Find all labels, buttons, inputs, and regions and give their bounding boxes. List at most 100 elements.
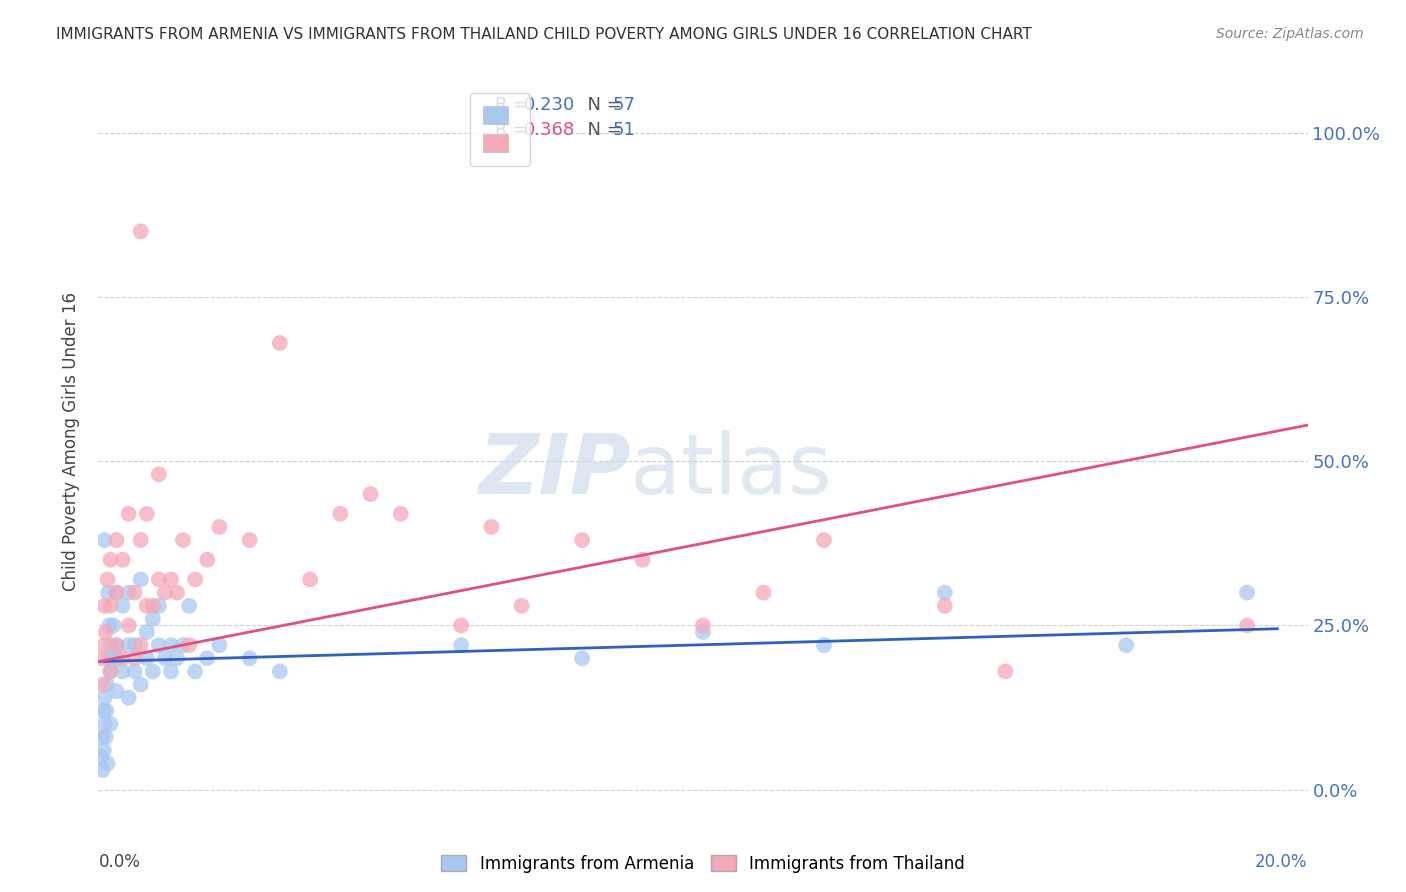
- Point: [93, 533, 115, 547]
- Point: [1236, 618, 1258, 632]
- Point: [813, 533, 835, 547]
- Point: [269, 336, 291, 351]
- Text: N =: N =: [576, 96, 627, 114]
- Point: [135, 599, 157, 613]
- Point: [135, 651, 157, 665]
- Point: [172, 533, 194, 547]
- Point: [631, 553, 654, 567]
- Point: [179, 599, 201, 613]
- Point: [239, 533, 262, 547]
- Point: [1236, 585, 1258, 599]
- Text: atlas: atlas: [630, 430, 832, 511]
- Point: [160, 638, 183, 652]
- Point: [91, 704, 114, 718]
- Point: [934, 599, 956, 613]
- Point: [299, 573, 322, 587]
- Point: [94, 730, 117, 744]
- Point: [93, 599, 115, 613]
- Point: [172, 638, 194, 652]
- Point: [100, 651, 122, 665]
- Text: R =: R =: [495, 96, 534, 114]
- Point: [91, 763, 114, 777]
- Point: [93, 743, 115, 757]
- Point: [389, 507, 412, 521]
- Point: [269, 665, 291, 679]
- Point: [118, 507, 141, 521]
- Point: [934, 585, 956, 599]
- Point: [111, 599, 134, 613]
- Point: [94, 625, 117, 640]
- Text: 0.0%: 0.0%: [98, 854, 141, 871]
- Point: [481, 520, 503, 534]
- Point: [96, 573, 118, 587]
- Point: [100, 638, 122, 652]
- Point: [166, 651, 188, 665]
- Point: [118, 618, 141, 632]
- Point: [142, 665, 165, 679]
- Point: [142, 599, 165, 613]
- Text: 0.368: 0.368: [524, 120, 575, 139]
- Text: Source: ZipAtlas.com: Source: ZipAtlas.com: [1216, 27, 1364, 41]
- Point: [105, 638, 128, 652]
- Point: [129, 573, 152, 587]
- Point: [692, 618, 714, 632]
- Point: [124, 665, 146, 679]
- Point: [105, 533, 128, 547]
- Point: [329, 507, 352, 521]
- Point: [105, 651, 128, 665]
- Text: 51: 51: [613, 120, 636, 139]
- Point: [90, 749, 112, 764]
- Point: [179, 638, 201, 652]
- Point: [100, 665, 122, 679]
- Point: [571, 651, 593, 665]
- Point: [148, 638, 170, 652]
- Point: [692, 625, 714, 640]
- Point: [135, 625, 157, 640]
- Point: [124, 638, 146, 652]
- Point: [103, 618, 125, 632]
- Point: [93, 690, 115, 705]
- Point: [118, 585, 141, 599]
- Text: R =: R =: [495, 120, 534, 139]
- Point: [184, 573, 207, 587]
- Point: [111, 665, 134, 679]
- Point: [118, 690, 141, 705]
- Point: [571, 533, 593, 547]
- Point: [105, 638, 128, 652]
- Point: [160, 665, 183, 679]
- Point: [93, 638, 115, 652]
- Point: [450, 618, 472, 632]
- Legend: , : ,: [470, 93, 530, 166]
- Point: [135, 507, 157, 521]
- Point: [129, 224, 152, 238]
- Point: [450, 638, 472, 652]
- Point: [100, 717, 122, 731]
- Text: ZIP: ZIP: [478, 430, 630, 511]
- Point: [208, 520, 231, 534]
- Point: [208, 638, 231, 652]
- Text: N =: N =: [576, 120, 627, 139]
- Point: [153, 585, 176, 599]
- Text: 57: 57: [613, 96, 636, 114]
- Point: [91, 730, 114, 744]
- Point: [118, 638, 141, 652]
- Point: [100, 553, 122, 567]
- Point: [994, 665, 1017, 679]
- Point: [184, 665, 207, 679]
- Point: [752, 585, 775, 599]
- Point: [148, 573, 170, 587]
- Point: [111, 553, 134, 567]
- Point: [96, 756, 118, 771]
- Point: [153, 651, 176, 665]
- Point: [96, 677, 118, 691]
- Point: [105, 585, 128, 599]
- Point: [111, 651, 134, 665]
- Point: [98, 618, 121, 632]
- Text: 20.0%: 20.0%: [1256, 854, 1308, 871]
- Point: [96, 704, 118, 718]
- Point: [124, 585, 146, 599]
- Point: [105, 585, 128, 599]
- Point: [166, 585, 188, 599]
- Point: [105, 684, 128, 698]
- Point: [148, 467, 170, 482]
